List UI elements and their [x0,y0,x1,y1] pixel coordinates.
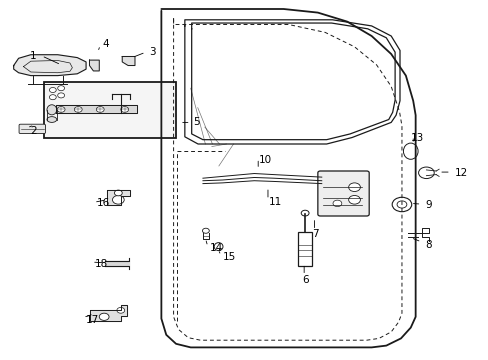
Polygon shape [89,60,99,71]
Text: 3: 3 [149,47,156,57]
Text: 17: 17 [85,315,99,325]
Text: 10: 10 [259,155,272,165]
Circle shape [301,210,308,216]
Text: 16: 16 [97,198,110,208]
Polygon shape [122,57,135,66]
Ellipse shape [47,117,57,122]
Circle shape [114,190,122,196]
Circle shape [96,107,104,112]
Circle shape [99,313,109,320]
Text: 1: 1 [30,51,37,61]
Ellipse shape [214,243,223,251]
Text: 15: 15 [223,252,236,262]
Text: 13: 13 [410,132,423,143]
Text: 5: 5 [193,117,200,127]
Text: 7: 7 [311,229,318,239]
Circle shape [49,95,56,100]
Circle shape [418,167,433,179]
Circle shape [121,107,128,112]
Circle shape [49,87,56,93]
Ellipse shape [403,143,417,159]
Text: 6: 6 [302,275,308,285]
Text: 18: 18 [94,258,107,269]
Polygon shape [106,190,130,205]
Circle shape [348,183,360,192]
Circle shape [58,86,64,91]
Text: 8: 8 [425,240,431,250]
Ellipse shape [47,105,57,115]
Bar [44,82,176,138]
FancyBboxPatch shape [19,124,45,134]
Circle shape [74,107,82,112]
Text: 9: 9 [425,200,431,210]
Text: 2: 2 [30,126,37,136]
Text: 4: 4 [102,39,109,49]
Circle shape [202,228,209,233]
Circle shape [117,307,124,313]
Text: 12: 12 [454,168,467,178]
Circle shape [58,93,64,98]
Circle shape [391,197,411,212]
Bar [298,232,311,266]
Circle shape [396,201,406,208]
Circle shape [348,195,360,204]
Circle shape [332,200,341,207]
Circle shape [112,195,124,204]
FancyBboxPatch shape [317,171,368,216]
Text: 11: 11 [268,197,282,207]
Polygon shape [90,305,127,321]
Polygon shape [14,55,86,76]
Circle shape [57,107,65,112]
Text: 14: 14 [210,243,223,253]
